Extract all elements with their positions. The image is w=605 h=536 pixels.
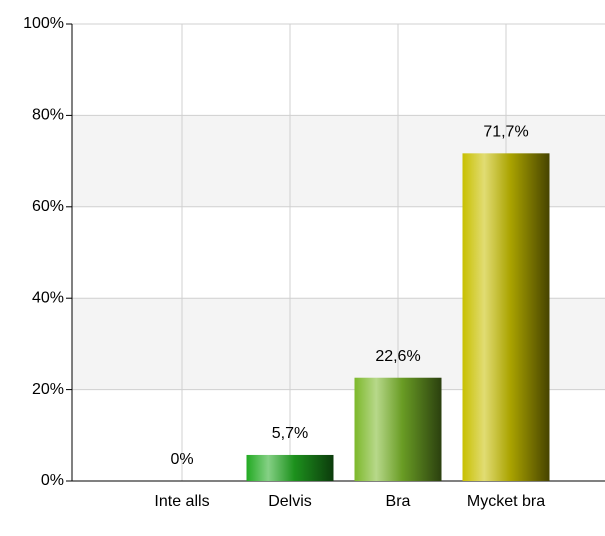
- value-label: 22,6%: [375, 348, 420, 365]
- y-tick-label: 100%: [23, 15, 64, 32]
- y-tick-label: 20%: [32, 381, 64, 398]
- y-tick-label: 60%: [32, 198, 64, 215]
- value-label: 5,7%: [272, 425, 308, 442]
- x-tick-label: Delvis: [268, 493, 312, 510]
- x-tick-label: Bra: [385, 493, 411, 510]
- bar: [246, 454, 334, 481]
- bar: [354, 377, 442, 481]
- x-tick-label: Inte alls: [154, 493, 210, 510]
- bar: [462, 153, 550, 481]
- y-tick-label: 40%: [32, 289, 64, 306]
- value-label: 0%: [170, 451, 193, 468]
- y-tick-label: 80%: [32, 107, 64, 124]
- y-tick-label: 0%: [41, 472, 64, 489]
- x-tick-label: Mycket bra: [466, 493, 546, 510]
- value-label: 71,7%: [483, 124, 528, 141]
